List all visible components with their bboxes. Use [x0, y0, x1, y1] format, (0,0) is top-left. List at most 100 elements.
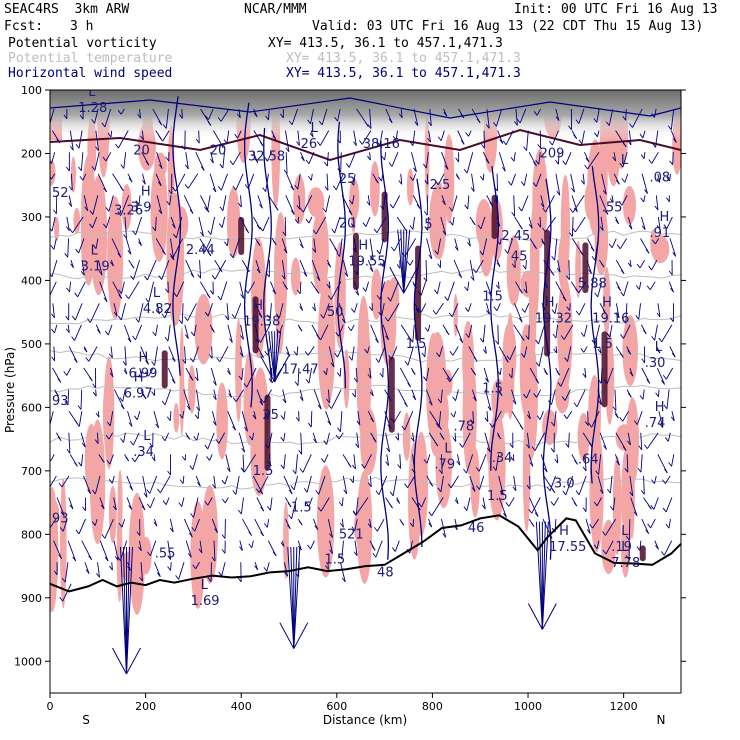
wind-vector [259, 141, 264, 147]
wind-vector [353, 141, 357, 146]
wind-vector [117, 252, 122, 258]
wind-vector [558, 152, 560, 165]
wind-vector [528, 508, 533, 514]
pv-fill-blob [453, 293, 458, 337]
wind-vector [566, 410, 573, 419]
wind-vector [156, 572, 161, 577]
wind-vector [206, 293, 211, 299]
wind-vector [46, 485, 49, 489]
wind-vector-large [126, 647, 141, 675]
wind-vector [523, 393, 527, 399]
wind-vector [80, 389, 83, 410]
wind-vector [232, 238, 240, 258]
wind-vector [399, 454, 402, 469]
wind-vector [117, 109, 122, 115]
wind-vector [288, 514, 292, 520]
wind-vector [272, 289, 277, 295]
wind-vector [376, 216, 387, 234]
wind-vector [525, 443, 530, 449]
y-tick-label: 800 [21, 528, 42, 541]
wind-vector [204, 238, 212, 253]
wind-vector [399, 367, 412, 388]
wind-vector [501, 167, 506, 172]
y-tick-label: 200 [21, 147, 42, 160]
wind-vector [179, 414, 184, 419]
wind-vector [267, 152, 272, 162]
wind-vector [209, 454, 213, 461]
wind-vector [564, 357, 568, 362]
wind-vector [508, 373, 513, 379]
wind-vector [66, 449, 71, 454]
wind-speed-contours [50, 96, 681, 560]
pv-fill-blob [179, 383, 186, 417]
wind-vector [127, 337, 132, 343]
wind-vector [614, 389, 617, 411]
wind-vector [206, 456, 210, 461]
wind-vector [88, 555, 92, 560]
wind-vector [386, 447, 390, 453]
wind-vector [100, 504, 105, 510]
wind-vector [196, 406, 200, 412]
wind-vector [334, 248, 339, 253]
wind-vector [628, 393, 632, 398]
wind-vector [167, 470, 171, 476]
wind-vector [207, 497, 213, 506]
wind-vector [265, 444, 269, 449]
wind-vector [307, 422, 312, 428]
wind-vector [227, 324, 233, 343]
wind-vector [407, 382, 412, 388]
wind-vector [303, 487, 308, 493]
pv-extremum-marker: L [143, 429, 151, 444]
theta-contours [50, 230, 681, 491]
wind-vector [586, 529, 591, 534]
pv-value-label: 46 [468, 521, 485, 536]
wind-vector [212, 421, 217, 426]
wind-vector [334, 116, 338, 122]
wind-vector [146, 503, 151, 509]
wind-vector [565, 152, 572, 165]
wind-vector [300, 432, 303, 455]
wind-vector [423, 459, 428, 464]
wind-vector [348, 356, 353, 361]
wind-vector [259, 203, 263, 209]
wind-vector [308, 216, 313, 224]
wind-vector [390, 281, 399, 302]
wind-vector [498, 475, 504, 496]
wind-vector [456, 175, 460, 180]
wind-vector [204, 311, 209, 317]
wind-vector [305, 378, 310, 384]
pv-value-label: 26 [301, 137, 318, 152]
wind-vector [518, 317, 523, 323]
wind-vector [452, 216, 455, 226]
pv-strong-contour [639, 545, 646, 562]
pv-value-label: .34 [133, 445, 154, 460]
wind-vector [650, 505, 655, 510]
wind-vector [654, 238, 660, 245]
wind-vector [527, 414, 531, 420]
wind-vector [53, 238, 57, 250]
wind-vector [140, 135, 144, 141]
wind-vector [95, 130, 99, 151]
pv-fill-blob [188, 365, 196, 414]
wind-vector [427, 216, 430, 231]
wind-vector [72, 556, 77, 562]
wind-vector [641, 518, 650, 534]
wind-vector [365, 281, 370, 292]
wind-vector [191, 526, 196, 532]
wind-vector [347, 326, 352, 332]
wind-vector [525, 281, 528, 294]
y-axis-label: Pressure (hPa) [3, 347, 17, 433]
pv-value-label: 45 [511, 249, 528, 264]
wind-vector [128, 177, 133, 183]
wind-vector [597, 281, 603, 298]
wind-vector [83, 475, 92, 494]
wind-vector [89, 223, 93, 229]
wind-vector [320, 497, 330, 512]
wind-vector [373, 228, 378, 234]
wind-vector [298, 326, 303, 332]
wind-vector [613, 152, 617, 162]
wind-vector [298, 520, 303, 526]
wind-vector [192, 454, 198, 470]
pv-fill-blob [443, 134, 455, 224]
wind-vector [133, 259, 140, 280]
